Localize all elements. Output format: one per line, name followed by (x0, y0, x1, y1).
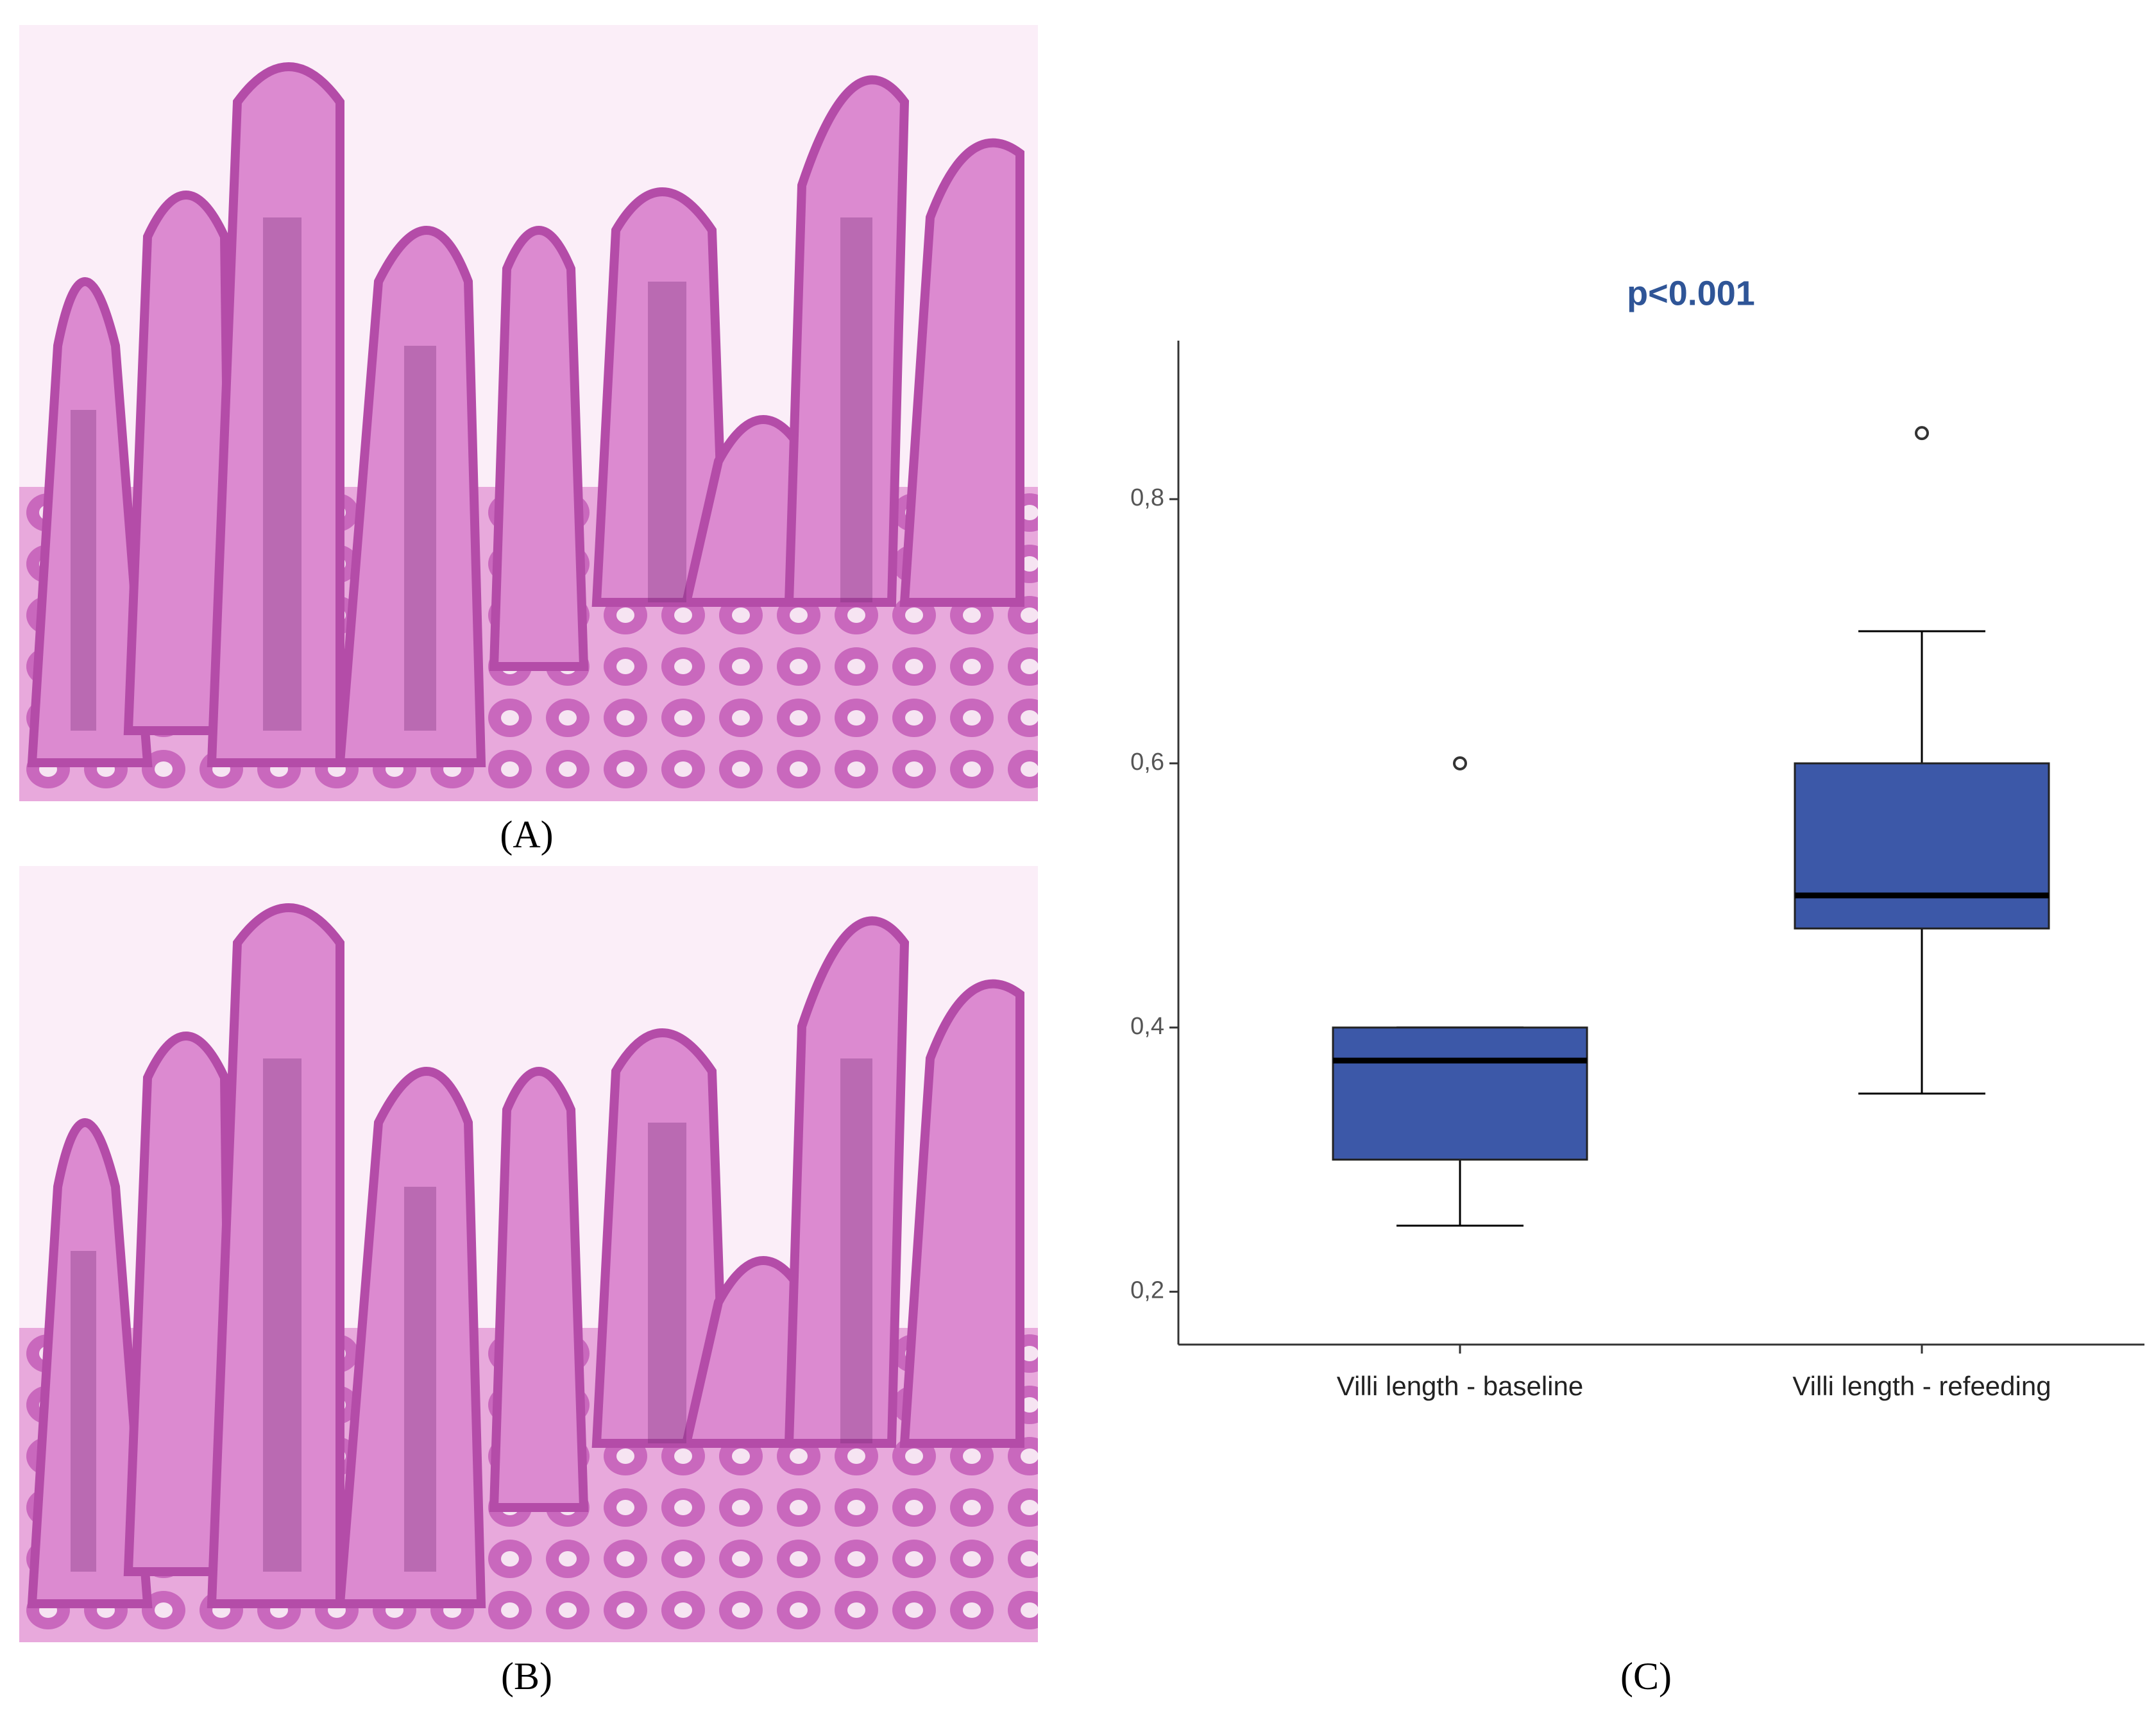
x-tick-label: Villi length - refeeding (1792, 1371, 2051, 1401)
panel-label: (A) (500, 813, 553, 856)
histology-image-b (19, 866, 1038, 1642)
y-tick-label: 0,4 (1130, 1013, 1164, 1040)
outlier (1915, 426, 1929, 441)
box (1794, 762, 2050, 930)
chart-title: p<0.001 (1627, 274, 1755, 312)
y-tick-label: 0,2 (1130, 1277, 1164, 1304)
outlier (1453, 756, 1467, 770)
y-tick-label: 0,6 (1130, 749, 1164, 776)
x-tick-label: Villi length - baseline (1337, 1371, 1583, 1401)
y-tick-label: 0,8 (1130, 484, 1164, 511)
panel-label: (C) (1620, 1655, 1672, 1697)
histology-image-a (19, 25, 1038, 801)
panel-label: (B) (501, 1655, 552, 1697)
box (1332, 1026, 1588, 1161)
